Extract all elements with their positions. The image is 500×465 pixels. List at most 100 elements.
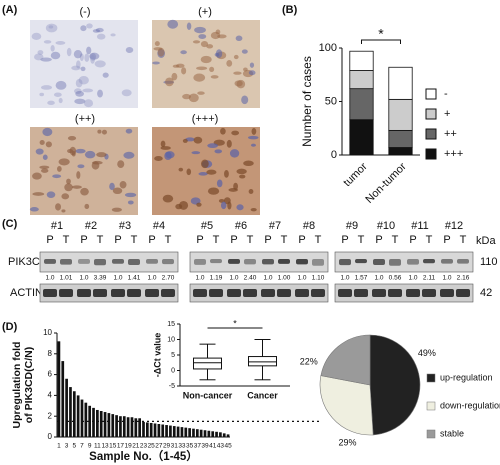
panel-label: (D) [2, 321, 18, 333]
x-tick-label: 45 [224, 443, 232, 450]
x-tick-label: 37 [194, 443, 202, 450]
ihc-cell [206, 169, 217, 175]
blot-band [210, 259, 222, 264]
x-tick-label: 33 [178, 443, 186, 450]
ihc-cell [55, 41, 66, 45]
ihc-cell [84, 203, 90, 210]
blot-band [43, 289, 57, 297]
ihc-cell [251, 128, 257, 135]
bar [61, 361, 65, 437]
blot-band [243, 289, 257, 297]
blot-band [422, 289, 436, 297]
ihc-cell [39, 165, 50, 169]
lane-label: P [46, 234, 53, 246]
ratio-label: 2.40 [244, 275, 257, 282]
bar [80, 399, 84, 437]
bar [172, 426, 176, 437]
bar [126, 417, 130, 437]
lane-label: T [131, 234, 138, 246]
ihc-cell [66, 47, 72, 57]
y-tick-label: 6 [48, 370, 53, 379]
ihc-cell [121, 89, 132, 97]
x-tick-label: Cancer [247, 390, 278, 400]
ihc-cell [90, 54, 95, 64]
ihc-cell [200, 159, 209, 169]
bar [161, 424, 165, 437]
ihc-cell [86, 46, 92, 55]
ihc-cell [58, 97, 63, 104]
blot-band [372, 289, 386, 297]
ratio-label: 1.0 [263, 275, 272, 282]
x-tick-label: 15 [109, 443, 117, 450]
blot-group-label: #10 [377, 220, 395, 232]
ratio-label: 1.01 [60, 275, 73, 282]
ihc-cell [153, 47, 163, 51]
y-tick-label: 15 [167, 321, 175, 328]
y-tick-label: 0 [171, 367, 175, 374]
x-tick-label: 31 [171, 443, 179, 450]
ihc-cell [152, 61, 160, 65]
x-tick-label: 11 [94, 443, 101, 450]
ihc-label: (+) [198, 6, 212, 18]
blot-band [407, 259, 419, 265]
blot-band [373, 259, 385, 266]
legend-swatch [426, 429, 436, 439]
blot-group-label: #12 [445, 220, 463, 232]
ihc-cell [61, 193, 70, 200]
ihc-cell [97, 89, 103, 98]
lane-label: T [315, 234, 322, 246]
ihc-cell [182, 93, 191, 100]
ihc-cell [178, 167, 184, 172]
ihc-cell [67, 136, 77, 141]
bar [134, 418, 138, 437]
ihc-cell [200, 55, 212, 64]
bar [145, 422, 149, 437]
x-tick-label: 7 [80, 443, 84, 450]
bar [122, 416, 126, 437]
ihc-cell [220, 127, 226, 135]
ihc-cell [198, 172, 208, 176]
kda-value: 42 [480, 287, 492, 299]
ihc-cell [165, 151, 175, 159]
bar-segment [388, 66, 413, 100]
ratio-label: 0.56 [389, 275, 402, 282]
value-label: 29% [338, 438, 356, 448]
bar [165, 425, 168, 437]
blot-band [112, 259, 124, 264]
bar [184, 427, 188, 437]
blot-band [128, 259, 140, 266]
blot-band [77, 289, 91, 297]
ihc-cell [196, 66, 208, 71]
ihc-cell [97, 129, 102, 134]
ihc-cell [236, 79, 246, 89]
value-label: 22% [300, 356, 318, 366]
x-tick-label: 9 [88, 443, 92, 450]
ratio-label: 1.00 [278, 275, 291, 282]
ihc-cell [109, 182, 115, 191]
ihc-cell [50, 51, 61, 60]
y-tick-label: 10 [167, 336, 175, 343]
ihc-label: (++) [75, 113, 95, 125]
blot-band [162, 259, 174, 265]
legend-label: + [444, 108, 450, 120]
ratio-label: 2.16 [457, 275, 470, 282]
legend-swatch [425, 148, 437, 160]
ihc-cell [216, 179, 223, 188]
kda-value: 110 [480, 256, 498, 268]
ihc-cell [193, 136, 203, 144]
ihc-cell [92, 29, 101, 33]
x-tick-label: 19 [125, 443, 133, 450]
ihc-cell [96, 33, 106, 40]
blot-band [227, 289, 241, 297]
bar [215, 431, 218, 437]
ihc-cell [194, 26, 206, 34]
blot-band [78, 259, 90, 264]
blot-group-label: #11 [411, 220, 429, 232]
ihc-cell [73, 49, 83, 59]
ratio-label: 1.0 [113, 275, 122, 282]
ihc-cell [91, 160, 103, 165]
ihc-cell [192, 40, 201, 44]
lane-label: T [97, 234, 104, 246]
bar [180, 427, 184, 437]
ihc-cell [182, 138, 188, 143]
